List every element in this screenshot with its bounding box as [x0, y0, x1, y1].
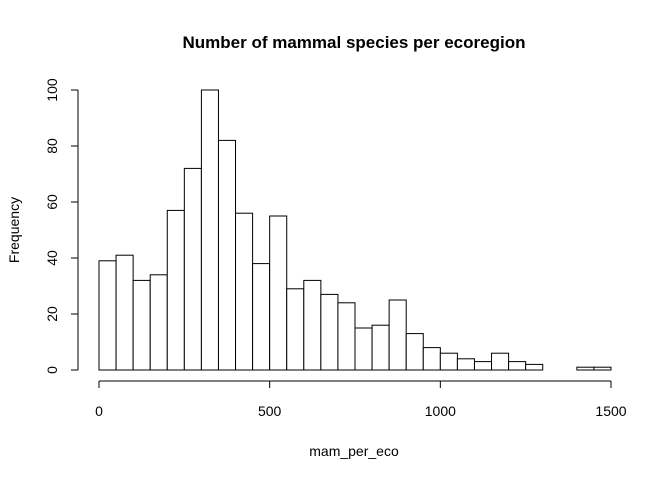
histogram-bar	[593, 366, 612, 371]
x-tick-label: 1500	[595, 403, 626, 419]
histogram-bar	[200, 89, 219, 371]
x-tick-label: 1000	[425, 403, 456, 419]
histogram-bar	[525, 363, 544, 371]
x-tick-label: 0	[95, 403, 103, 419]
chart-title: Number of mammal species per ecoregion	[183, 33, 526, 52]
histogram-bar	[217, 139, 237, 371]
histogram-bar	[439, 352, 458, 371]
histogram-bar	[132, 279, 151, 371]
bars-group	[98, 89, 612, 371]
histogram-bar	[576, 366, 595, 371]
y-axis: 0 20 40 60 80 100	[44, 78, 79, 374]
histogram-bar	[337, 302, 356, 371]
histogram-bar	[98, 260, 117, 371]
y-tick-label: 20	[44, 306, 60, 322]
histogram-bar	[422, 347, 441, 371]
histogram-bar	[269, 215, 288, 371]
y-tick-label: 100	[44, 78, 60, 102]
histogram-bar	[166, 209, 185, 371]
histogram-bar	[320, 293, 339, 371]
histogram-bar	[388, 299, 407, 371]
histogram-bar	[235, 212, 254, 371]
y-tick-label: 60	[44, 194, 60, 210]
y-tick-label: 40	[44, 250, 60, 266]
histogram-bar	[456, 358, 475, 371]
histogram-bar	[371, 324, 390, 371]
y-axis-label: Frequency	[6, 197, 22, 263]
y-tick-label: 80	[44, 138, 60, 154]
histogram-bar	[354, 327, 373, 371]
histogram-bar	[508, 361, 527, 371]
histogram-bar	[303, 279, 322, 371]
histogram-bar	[286, 288, 305, 371]
histogram-bar	[491, 352, 510, 371]
histogram-bar	[473, 361, 493, 371]
histogram-bar	[115, 254, 134, 371]
histogram-bar	[149, 274, 168, 371]
histogram-bar	[183, 167, 202, 371]
histogram-bar	[252, 263, 271, 371]
x-tick-label: 500	[258, 403, 282, 419]
x-axis: 0 500 1000 1500	[95, 380, 627, 419]
x-axis-label: mam_per_eco	[309, 443, 399, 459]
histogram-bar	[405, 333, 424, 371]
y-tick-label: 0	[44, 366, 60, 374]
